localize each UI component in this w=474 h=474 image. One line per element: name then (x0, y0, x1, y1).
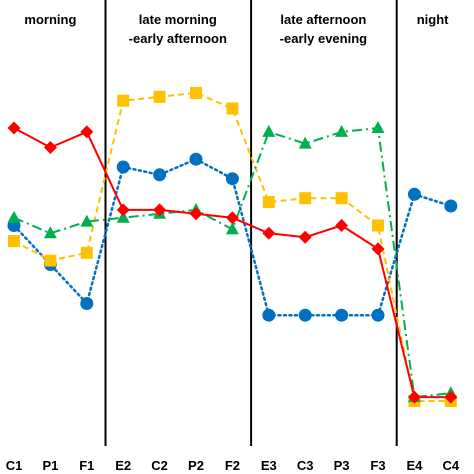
data-point-s3-P3 (335, 124, 349, 137)
data-point-s2-C1 (8, 235, 20, 248)
data-point-s4-E3 (262, 226, 276, 240)
data-point-s1-E2 (116, 160, 130, 174)
data-point-s2-P2 (190, 86, 202, 99)
x-tick-F2: F2 (225, 458, 240, 473)
phase-label-1: morning (24, 12, 76, 27)
data-point-s1-E3 (262, 308, 276, 322)
data-point-s4-C2 (153, 203, 167, 217)
data-point-s3-C1 (7, 210, 21, 223)
data-point-s1-F2 (225, 172, 239, 186)
data-point-s2-F1 (80, 246, 93, 259)
data-point-s1-P2 (189, 152, 203, 166)
data-point-s3-C3 (298, 136, 312, 149)
data-point-s4-P1 (43, 141, 57, 154)
data-point-s3-P1 (43, 226, 57, 239)
x-tick-C3: C3 (297, 458, 314, 473)
x-tick-C4: C4 (442, 458, 459, 473)
data-point-s3-E2 (116, 210, 130, 223)
x-tick-C2: C2 (151, 458, 168, 473)
data-point-s2-P3 (335, 192, 348, 205)
data-point-s2-E2 (117, 94, 130, 107)
phase-label-2: late morning -early afternoon (129, 12, 227, 46)
data-point-s1-E4 (407, 187, 421, 201)
data-point-s1-P3 (335, 308, 349, 322)
data-point-s2-C3 (299, 192, 312, 205)
data-point-s2-C2 (153, 90, 166, 103)
data-point-s4-C1 (7, 121, 21, 135)
x-tick-F1: F1 (79, 458, 94, 473)
data-point-s1-C3 (298, 308, 312, 322)
data-point-s4-P2 (189, 207, 203, 221)
x-tick-E2: E2 (115, 458, 131, 473)
x-tick-E3: E3 (261, 458, 277, 473)
data-point-s3-F1 (80, 214, 94, 227)
x-tick-P3: P3 (334, 458, 350, 473)
phase-label-4: night (417, 12, 449, 27)
series-line-2 (13, 91, 451, 402)
data-point-s1-F1 (80, 297, 94, 310)
data-point-s4-F3 (371, 242, 385, 256)
data-point-s1-C2 (153, 168, 167, 182)
data-point-s2-E3 (262, 196, 275, 209)
data-point-s3-E3 (262, 124, 276, 137)
x-tick-F3: F3 (370, 458, 385, 473)
data-point-s4-E4 (407, 390, 421, 404)
data-point-s4-C3 (298, 230, 312, 244)
x-tick-P2: P2 (188, 458, 204, 473)
data-point-s2-F3 (372, 219, 384, 232)
data-point-s2-P1 (44, 254, 57, 267)
x-tick-C1: C1 (6, 458, 23, 473)
data-point-s4-C4 (444, 390, 458, 404)
x-tick-E4: E4 (406, 458, 423, 473)
x-tick-P1: P1 (42, 458, 58, 473)
data-point-s2-F2 (226, 102, 239, 115)
data-point-s3-F3 (371, 121, 385, 133)
data-point-s4-F1 (80, 125, 94, 139)
data-point-s1-F3 (371, 308, 385, 322)
phase-label-3: late afternoon -early evening (280, 12, 367, 46)
data-point-s1-C4 (444, 199, 458, 213)
data-point-s4-P3 (335, 219, 349, 232)
data-point-s3-F2 (225, 222, 239, 235)
data-point-s4-E2 (116, 203, 130, 217)
data-point-s4-F2 (225, 211, 239, 225)
